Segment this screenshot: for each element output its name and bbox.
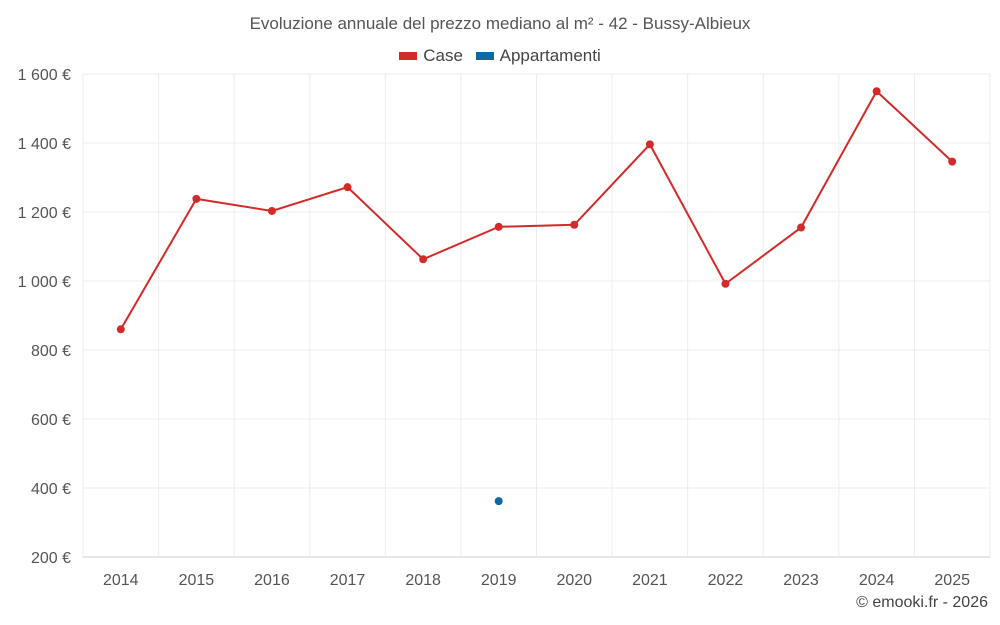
x-tick-label: 2020 [556, 572, 592, 589]
data-point-case-2014 [116, 325, 125, 334]
legend-label-case: Case [423, 46, 463, 65]
credit-text: © emooki.fr - 2026 [856, 594, 988, 611]
x-tick-label: 2024 [859, 572, 895, 589]
data-point-case-2019 [494, 222, 503, 231]
y-tick-label: 1 400 € [18, 136, 71, 153]
x-tick-label: 2018 [405, 572, 441, 589]
legend-label-appartamenti: Appartamenti [499, 46, 601, 65]
x-tick-label: 2022 [708, 572, 744, 589]
x-tick-label: 2025 [934, 572, 970, 589]
y-tick-label: 600 € [31, 412, 71, 429]
data-point-case-2022 [721, 279, 730, 288]
y-tick-label: 1 600 € [18, 67, 71, 84]
legend-item-appartamenti[interactable]: Appartamenti [475, 46, 601, 66]
data-point-case-2017 [343, 183, 352, 192]
y-tick-label: 1 000 € [18, 274, 71, 291]
data-point-case-2025 [948, 157, 957, 166]
data-point-case-2015 [192, 194, 201, 203]
legend-swatch-case [399, 52, 418, 60]
x-tick-label: 2021 [632, 572, 668, 589]
data-point-case-2021 [645, 140, 654, 149]
chart-title: Evoluzione annuale del prezzo mediano al… [249, 14, 751, 33]
data-point-case-2018 [419, 255, 428, 264]
data-point-case-2024 [872, 87, 881, 96]
series-line-case [119, 89, 953, 330]
y-tick-label: 400 € [31, 481, 71, 498]
x-tick-label: 2019 [481, 572, 517, 589]
x-tick-label: 2015 [179, 572, 215, 589]
legend: Case Appartamenti [0, 45, 1000, 66]
legend-swatch-appartamenti [475, 52, 494, 60]
y-tick-label: 1 200 € [18, 205, 71, 222]
x-tick-label: 2017 [330, 572, 366, 589]
x-tick-label: 2023 [783, 572, 819, 589]
x-tick-label: 2014 [103, 572, 139, 589]
y-tick-label: 200 € [31, 550, 71, 567]
data-point-appartamenti-2019 [494, 497, 503, 506]
data-point-case-2016 [267, 206, 276, 215]
x-tick-label: 2016 [254, 572, 290, 589]
data-point-case-2023 [797, 223, 806, 232]
legend-item-case[interactable]: Case [399, 46, 463, 66]
data-point-case-2020 [570, 220, 579, 229]
y-tick-label: 800 € [31, 343, 71, 360]
